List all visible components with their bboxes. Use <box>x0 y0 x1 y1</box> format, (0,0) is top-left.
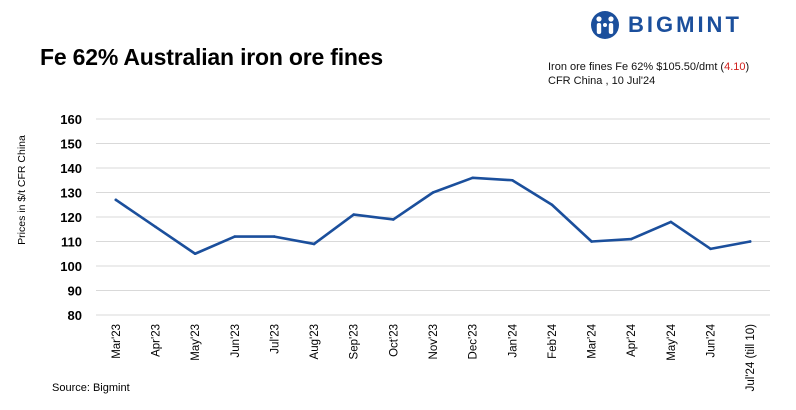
bigmint-people-logo-icon <box>591 11 619 39</box>
y-tick-label: 160 <box>60 112 82 127</box>
data-point <box>550 203 554 207</box>
y-tick-label: 90 <box>68 284 82 299</box>
x-tick-label: Mar'23 <box>111 324 123 359</box>
y-tick-label: 80 <box>68 308 82 323</box>
data-point <box>471 176 474 180</box>
x-tick-label: Aug'23 <box>309 324 321 359</box>
x-tick-label: May'24 <box>666 323 678 360</box>
x-tick-label: Jun'24 <box>706 323 718 357</box>
data-point <box>154 225 157 229</box>
x-tick-label: May'23 <box>190 324 202 361</box>
data-point <box>431 191 435 194</box>
x-tick-label: Sep'23 <box>349 324 361 359</box>
brand-name: BIGMINT <box>628 12 742 37</box>
data-point <box>392 218 395 221</box>
price-summary-line1: Iron ore fines Fe 62% $105.50/dmt (4.10) <box>548 60 749 74</box>
data-point <box>233 235 237 238</box>
source-note: Source: Bigmint <box>52 382 130 394</box>
data-point <box>193 252 197 256</box>
data-point <box>273 235 276 238</box>
price-summary-prefix: Iron ore fines Fe 62% $105.50/dmt ( <box>548 61 725 73</box>
x-tick-label: Jul'24 (till 10) <box>745 324 757 392</box>
y-tick-label: 120 <box>60 210 82 225</box>
y-tick-label: 100 <box>60 259 82 274</box>
y-tick-label: 150 <box>60 137 82 152</box>
data-point <box>312 242 316 246</box>
x-tick-label: Mar'24 <box>587 323 599 358</box>
price-change-value: 4.10 <box>724 61 746 73</box>
price-summary-line2: CFR China , 10 Jul'24 <box>548 75 656 87</box>
x-tick-label: Feb'24 <box>547 323 559 358</box>
data-point <box>352 213 356 216</box>
x-tick-label: Apr'24 <box>626 323 638 356</box>
x-tick-label: Apr'23 <box>150 324 162 357</box>
data-point <box>590 240 593 243</box>
y-tick-label: 130 <box>60 186 82 201</box>
y-tick-label: 140 <box>60 161 82 176</box>
x-tick-label: Nov'23 <box>428 324 440 359</box>
x-tick-label: Jul'23 <box>269 324 281 354</box>
brand-logo: BIGMINT <box>590 8 742 42</box>
price-summary-suffix: ) <box>745 61 750 73</box>
price-summary: Iron ore fines Fe 62% $105.50/dmt (4.10)… <box>548 60 749 88</box>
data-point <box>669 220 673 224</box>
series-line <box>114 176 752 256</box>
x-tick-label: Oct'23 <box>388 324 400 357</box>
data-point <box>748 240 752 243</box>
x-tick-label: Jan'24 <box>507 323 519 357</box>
data-point <box>114 198 118 202</box>
x-tick-label: Jun'23 <box>230 324 242 358</box>
chart-title: Fe 62% Australian iron ore fines <box>40 44 383 70</box>
y-tick-label: 110 <box>61 235 82 250</box>
data-point <box>709 247 712 251</box>
data-point <box>629 237 633 241</box>
data-point <box>510 178 514 182</box>
x-tick-label: Dec'23 <box>468 324 480 359</box>
